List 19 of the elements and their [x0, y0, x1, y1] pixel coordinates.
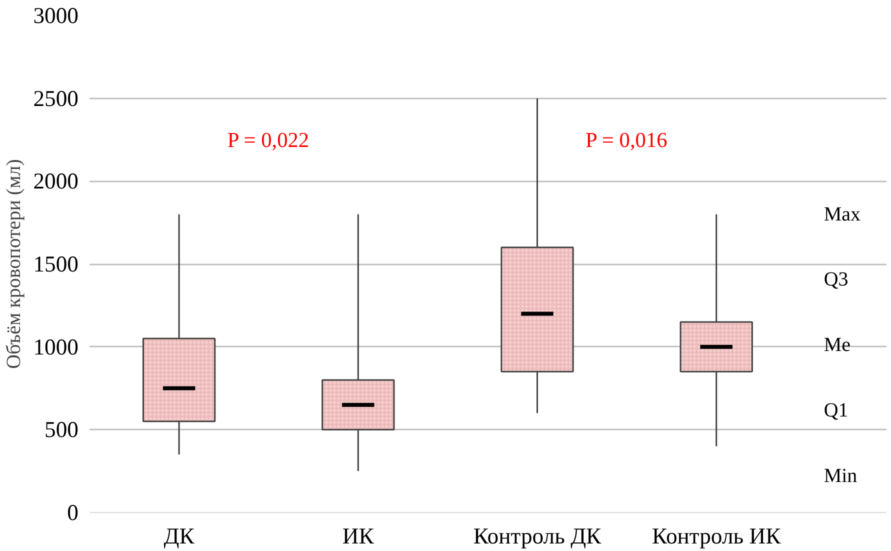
x-tick-label: Контроль ДК: [473, 524, 602, 548]
annotation: Me: [824, 334, 851, 356]
y-tick-label: 0: [67, 500, 78, 525]
y-tick-label: 500: [44, 417, 78, 442]
annotation: P = 0,016: [586, 128, 668, 152]
y-tick-label: 2500: [33, 86, 78, 111]
y-tick-label: 1500: [33, 252, 78, 276]
annotation: Min: [824, 465, 858, 488]
y-tick-label: 1000: [33, 334, 78, 360]
x-tick-label: Контроль ИК: [652, 524, 782, 548]
annotation: Q3: [824, 268, 848, 291]
y-axis-title: Объём кровопотери (мл): [3, 159, 26, 369]
y-tick-label: 3000: [33, 3, 78, 28]
annotation: Max: [824, 203, 860, 226]
annotation: P = 0,022: [227, 128, 310, 152]
y-tick-label: 2000: [33, 168, 78, 194]
annotation: Q1: [824, 400, 848, 422]
x-tick-label: ДК: [164, 524, 196, 548]
x-tick-label: ИК: [342, 524, 375, 548]
